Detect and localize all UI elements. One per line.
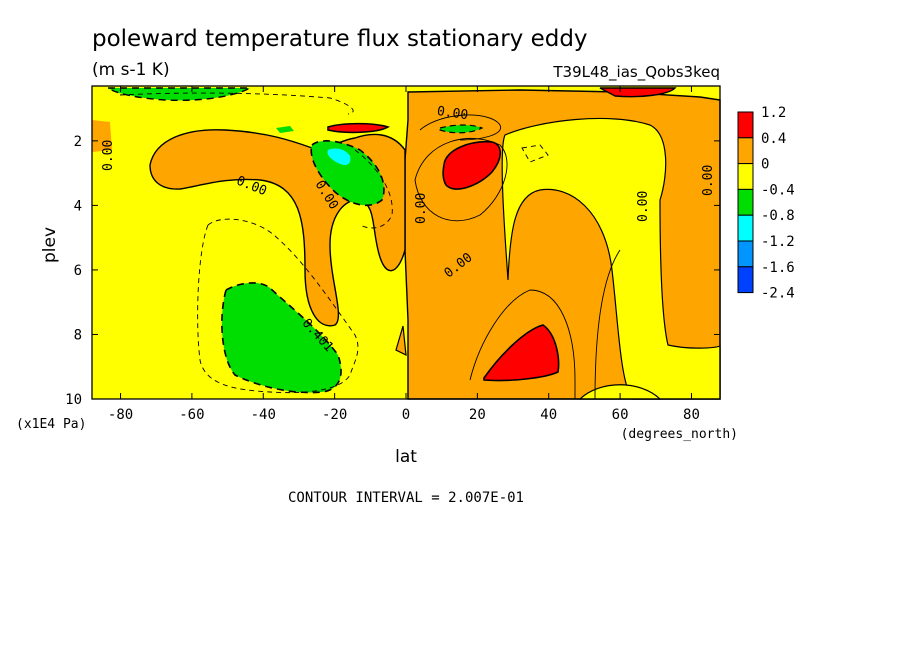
x-axis-units: (degrees_north) xyxy=(621,427,738,442)
axes: -80 -60 -40 -20 0 20 40 60 80 2 4 6 8 10 xyxy=(65,86,720,423)
positive-region-small xyxy=(395,325,407,357)
contour-line xyxy=(354,149,393,229)
y-tick-label: 6 xyxy=(74,263,82,279)
contour-label: 0.00 xyxy=(101,140,116,171)
negative-region-top-left xyxy=(105,87,253,102)
y-tick-label: 2 xyxy=(74,134,82,150)
contour-label: 0.00 xyxy=(414,193,429,224)
strong-positive-upper-mid xyxy=(442,140,502,190)
x-axis-label: lat xyxy=(395,447,417,467)
x-tick-label: -80 xyxy=(108,407,133,423)
contour-line xyxy=(419,114,501,141)
y-tick-label: 10 xyxy=(65,392,82,408)
x-tick-label: 80 xyxy=(683,407,700,423)
colorbar-label: -0.4 xyxy=(761,182,795,198)
thin-contours xyxy=(119,92,621,400)
strong-positive-top-right xyxy=(599,87,677,98)
colorbar-swatch xyxy=(737,163,754,190)
plot-area: 0.00 0.00 0.00 0.00 0.00 0.00 0.00 0.00 … xyxy=(91,85,721,400)
contour-line xyxy=(414,137,508,222)
negative-region-nh-upper xyxy=(439,124,484,134)
x-tick-label: 60 xyxy=(612,407,629,423)
contour-line xyxy=(469,289,576,399)
colorbar-swatch xyxy=(737,266,754,294)
colorbar-label: -2.4 xyxy=(761,286,795,302)
y-axis-label: plev xyxy=(40,227,60,263)
chart-subtitle: (m s-1 K) xyxy=(92,60,170,80)
strong-positive-upper-left xyxy=(327,122,390,134)
x-tick-label: 0 xyxy=(402,407,410,423)
colorbar-label: 0.4 xyxy=(761,131,786,147)
contour-label: 0.00 xyxy=(436,104,469,123)
colorbar-label: -0.8 xyxy=(761,208,795,224)
colorbar-label: 0 xyxy=(761,157,769,173)
contour-label: 0.00 xyxy=(636,191,651,222)
colorbar-swatch xyxy=(737,111,754,139)
contour-interval: CONTOUR INTERVAL = 2.007E-01 xyxy=(288,490,524,506)
chart-title: poleward temperature flux stationary edd… xyxy=(92,26,588,52)
x-tick-label: 40 xyxy=(540,407,557,423)
colorbar: 1.2 0.4 0 -0.4 -0.8 -1.2 -1.6 -2.4 xyxy=(737,105,795,302)
negative-region-sh-upper xyxy=(310,140,385,207)
y-tick-label: 4 xyxy=(74,198,82,214)
colorbar-label: -1.6 xyxy=(761,260,795,276)
x-tick-label: 20 xyxy=(469,407,486,423)
x-tick-label: -20 xyxy=(322,407,347,423)
contour-line xyxy=(594,249,621,400)
colorbar-label: -1.2 xyxy=(761,234,795,250)
strong-positive-lower xyxy=(483,324,560,382)
negative-region-small xyxy=(276,126,294,133)
negative-region-sh-lower xyxy=(221,282,342,394)
colorbar-swatch xyxy=(737,214,754,242)
colorbar-label: 1.2 xyxy=(761,105,786,121)
x-tick-label: -60 xyxy=(179,407,204,423)
run-label: T39L48_ias_Qobs3keq xyxy=(552,63,720,82)
contour-line xyxy=(521,144,549,163)
positive-region-left-edge xyxy=(92,120,112,152)
colorbar-swatch xyxy=(737,240,754,268)
contour-label: 0.00 xyxy=(701,165,716,196)
neutral-region-nh-bottom xyxy=(578,384,662,400)
contour-line xyxy=(119,92,354,115)
y-axis-units: (x1E4 Pa) xyxy=(16,417,86,432)
contour-line xyxy=(197,218,359,394)
colorbar-swatch xyxy=(737,188,754,216)
y-tick-label: 8 xyxy=(74,327,82,343)
x-tick-label: -40 xyxy=(251,407,276,423)
colorbar-swatch xyxy=(737,137,754,165)
strong-negative-sh-upper xyxy=(327,148,351,165)
